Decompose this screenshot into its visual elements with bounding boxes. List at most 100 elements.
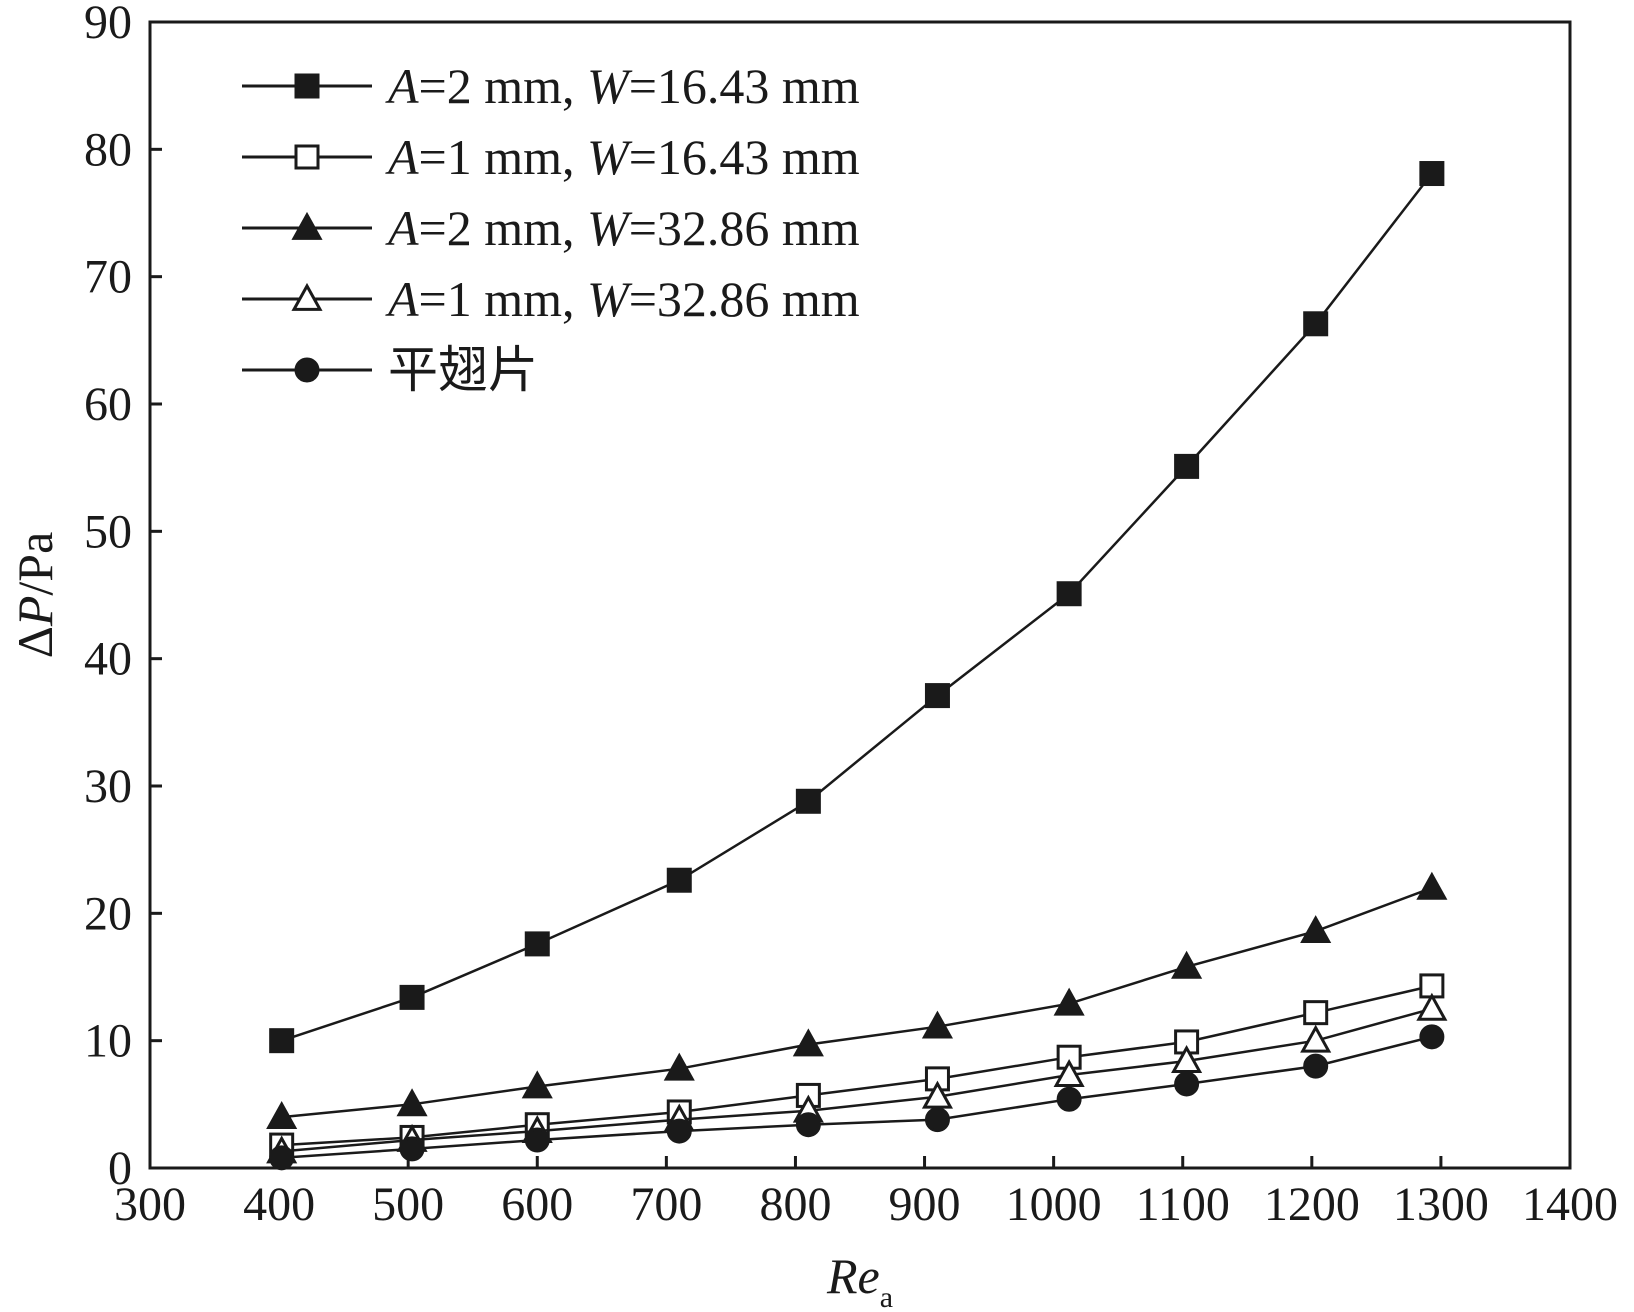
legend-label: A=2 mm, W=16.43 mm: [385, 58, 860, 114]
y-tick-label: 0: [108, 1142, 132, 1195]
legend-label: 平翅片: [388, 342, 538, 398]
data-point: [269, 1028, 295, 1054]
series-2: [269, 973, 1445, 1158]
legend-marker: [291, 211, 323, 240]
x-tick-label: 400: [243, 1178, 315, 1231]
y-tick-label: 40: [84, 633, 132, 686]
y-axis-title: ΔP/Pa: [7, 532, 63, 659]
legend-marker: [294, 144, 320, 170]
x-tick-label: 1400: [1522, 1178, 1618, 1231]
data-point: [1419, 1024, 1445, 1050]
y-tick-label: 60: [84, 378, 132, 431]
legend-label-part: =16.43 mm: [629, 58, 860, 114]
legend-label-part: W: [587, 58, 633, 114]
series-layer: [266, 161, 1448, 1171]
data-point: [1300, 1024, 1332, 1053]
x-tick-label: 500: [372, 1178, 444, 1231]
y-tick-label: 30: [84, 760, 132, 813]
y-axis-title-unit: /Pa: [7, 532, 63, 596]
data-point: [663, 1052, 695, 1081]
series-4: [266, 992, 1448, 1164]
data-point: [1303, 311, 1329, 337]
data-point: [266, 1100, 298, 1129]
legend-label-part: A: [385, 129, 419, 185]
y-axis-title-delta: Δ: [7, 626, 63, 658]
x-tick-label: 1000: [1006, 1178, 1102, 1231]
y-tick-label: 90: [84, 0, 132, 49]
data-point: [666, 867, 692, 893]
ticks-layer: 300 400 500 600 700 800 900 1000 1100 1200 1300 140…: [84, 0, 1618, 1231]
data-point: [524, 1127, 550, 1153]
legend: A=2 mm, W=16.43 mmA=1 mm, W=16.43 mmA=2 …: [242, 58, 860, 398]
legend-label-part: A: [385, 200, 419, 256]
x-tick-label: 300: [114, 1178, 186, 1231]
y-axis-title-var: P: [7, 596, 63, 628]
legend-label: A=1 mm, W=16.43 mm: [385, 129, 860, 185]
data-point: [1303, 1053, 1329, 1079]
legend-label: A=1 mm, W=32.86 mm: [385, 271, 860, 327]
legend-label-part: =2 mm,: [419, 58, 587, 114]
x-axis-title: Rea: [826, 1248, 893, 1312]
data-point: [521, 1070, 553, 1099]
data-point: [1056, 581, 1082, 607]
data-point: [269, 1145, 295, 1171]
data-point: [1419, 161, 1445, 187]
x-tick-label: 1100: [1136, 1178, 1230, 1231]
legend-label-part: W: [587, 271, 633, 327]
data-point: [1174, 1071, 1200, 1097]
data-point: [1053, 1058, 1085, 1087]
x-tick-label: 800: [759, 1178, 831, 1231]
data-point: [921, 1010, 954, 1039]
series-line: [281, 1007, 1433, 1153]
data-point: [792, 1028, 824, 1057]
x-tick-label: 700: [630, 1178, 702, 1231]
data-point: [1171, 950, 1203, 979]
x-tick-label: 900: [889, 1178, 961, 1231]
y-tick-label: 80: [84, 123, 132, 176]
x-axis-title-main: Re: [826, 1248, 880, 1304]
legend-label-part: =1 mm,: [419, 129, 587, 185]
data-point: [1171, 1044, 1203, 1073]
data-point: [921, 1080, 954, 1109]
y-tick-label: 50: [84, 505, 132, 558]
x-tick-label: 1200: [1264, 1178, 1360, 1231]
plot-frame: [148, 20, 1572, 1170]
legend-label-part: =2 mm,: [419, 200, 587, 256]
series-line: [281, 1035, 1433, 1160]
data-point: [399, 1136, 425, 1162]
legend-marker: [294, 357, 320, 383]
legend-item-2: A=1 mm, W=16.43 mm: [242, 129, 860, 185]
legend-label-part: =32.86 mm: [629, 271, 860, 327]
series-line: [281, 886, 1433, 1119]
data-point: [666, 1118, 692, 1144]
y-tick-label: 20: [84, 887, 132, 940]
data-point: [1416, 871, 1448, 900]
x-tick-label: 1300: [1393, 1178, 1489, 1231]
data-point: [1056, 1086, 1082, 1112]
legend-label-part: A: [385, 58, 419, 114]
data-point: [524, 931, 550, 957]
series-1: [269, 161, 1445, 1054]
series-3: [266, 871, 1448, 1129]
data-point: [399, 984, 425, 1010]
data-point: [795, 788, 821, 814]
legend-item-1: A=2 mm, W=16.43 mm: [242, 58, 860, 114]
legend-label-part: W: [587, 200, 633, 256]
legend-item-3: A=2 mm, W=32.86 mm: [242, 200, 860, 256]
data-point: [795, 1112, 821, 1138]
x-axis-title-sub: a: [880, 1281, 893, 1312]
legend-item-5: 平翅片: [242, 342, 538, 398]
data-point: [924, 1107, 950, 1133]
legend-label-part: =32.86 mm: [629, 200, 860, 256]
legend-label-part: =16.43 mm: [629, 129, 860, 185]
data-point: [1416, 992, 1448, 1021]
legend-label: A=2 mm, W=32.86 mm: [385, 200, 860, 256]
data-point: [396, 1088, 428, 1117]
legend-item-4: A=1 mm, W=32.86 mm: [242, 271, 860, 327]
y-tick-label: 70: [84, 251, 132, 304]
data-point: [1303, 1000, 1329, 1026]
data-point: [1174, 453, 1200, 479]
y-tick-label: 10: [84, 1015, 132, 1068]
series-5: [269, 1024, 1445, 1171]
